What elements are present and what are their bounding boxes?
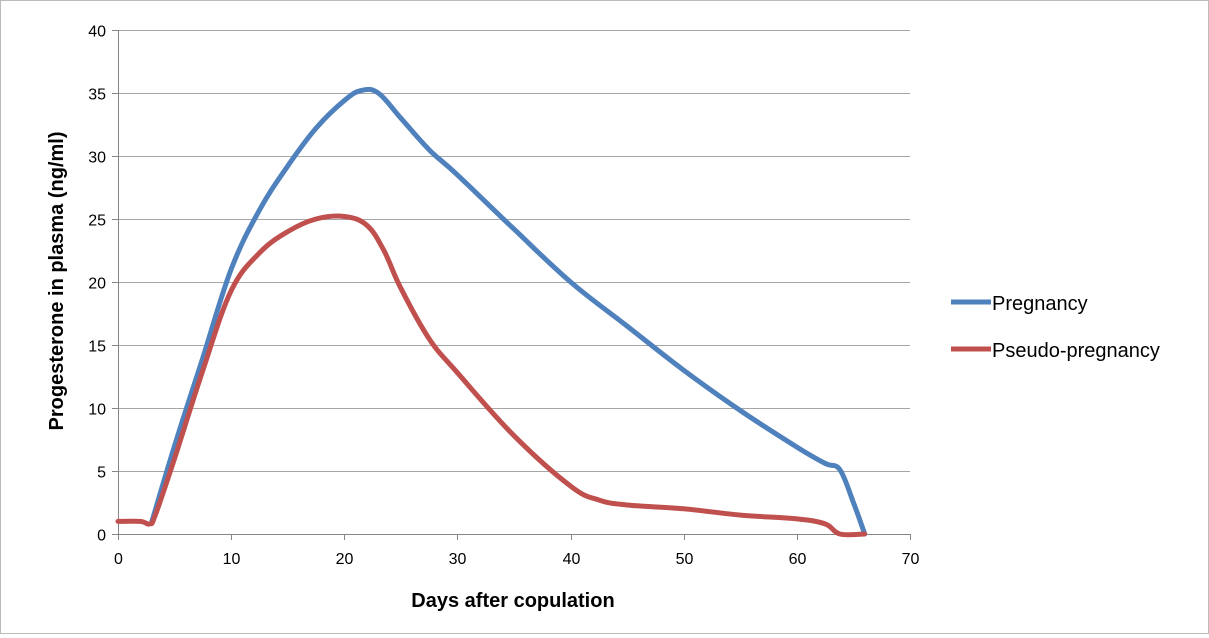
y-axis-title: Progesterone in plasma (ng/ml) [46,132,68,431]
legend-item-pseudo-pregnancy: Pseudo-pregnancy [951,340,1160,362]
y-tick-label-0: 0 [97,528,106,545]
series-line-pregnancy [149,86,868,537]
y-tick-label-40: 40 [88,24,106,41]
legend: Pregnancy Pseudo-pregnancy [951,293,1160,362]
x-tick-label-50: 50 [676,551,694,568]
y-tick-label-15: 15 [88,339,106,356]
x-tick-label-70: 70 [902,551,920,568]
y-tick-label-20: 20 [88,276,106,293]
x-tick-label-20: 20 [336,551,354,568]
legend-label-pseudo-pregnancy: Pseudo-pregnancy [992,340,1160,362]
y-tick-label-5: 5 [97,465,106,482]
x-tick-label-10: 10 [223,551,241,568]
legend-item-pregnancy: Pregnancy [951,293,1088,315]
data-series [115,86,868,538]
x-axis-title: Days after copulation [411,590,614,612]
legend-label-pregnancy: Pregnancy [992,293,1088,315]
x-tick-label-40: 40 [563,551,581,568]
x-tick-label-30: 30 [449,551,467,568]
axes [112,30,911,540]
y-tick-label-35: 35 [88,87,106,104]
y-tick-label-25: 25 [88,213,106,230]
y-tick-label-30: 30 [88,150,106,167]
tick-labels: 0 5 10 15 20 25 30 35 40 0 10 20 30 40 50 60 70 [88,24,919,569]
series-line-pseudo-pregnancy [115,213,868,538]
x-tick-label-60: 60 [789,551,807,568]
y-tick-label-10: 10 [88,402,106,419]
grid-lines [118,30,910,472]
x-tick-label-0: 0 [114,551,123,568]
